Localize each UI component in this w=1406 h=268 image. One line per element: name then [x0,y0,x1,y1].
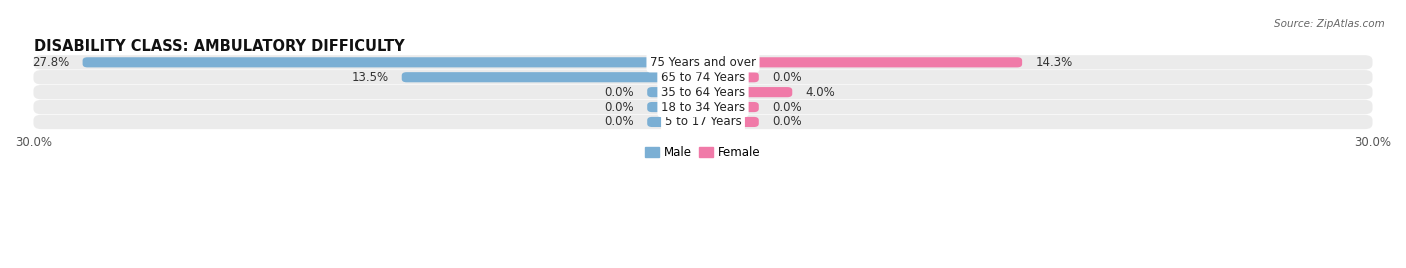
Text: 27.8%: 27.8% [32,56,69,69]
Text: 65 to 74 Years: 65 to 74 Years [661,71,745,84]
Text: 0.0%: 0.0% [772,116,801,128]
Text: 18 to 34 Years: 18 to 34 Years [661,100,745,114]
Text: 0.0%: 0.0% [772,100,801,114]
Text: 0.0%: 0.0% [605,86,634,99]
Text: DISABILITY CLASS: AMBULATORY DIFFICULTY: DISABILITY CLASS: AMBULATORY DIFFICULTY [34,39,404,54]
FancyBboxPatch shape [703,72,759,82]
Text: 35 to 64 Years: 35 to 64 Years [661,86,745,99]
FancyBboxPatch shape [34,85,1372,99]
Text: 0.0%: 0.0% [772,71,801,84]
FancyBboxPatch shape [703,57,1022,67]
FancyBboxPatch shape [647,117,703,127]
FancyBboxPatch shape [34,100,1372,114]
Text: 75 Years and over: 75 Years and over [650,56,756,69]
FancyBboxPatch shape [703,87,792,97]
FancyBboxPatch shape [647,87,703,97]
FancyBboxPatch shape [402,72,703,82]
FancyBboxPatch shape [703,117,759,127]
FancyBboxPatch shape [703,102,759,112]
FancyBboxPatch shape [83,57,703,67]
FancyBboxPatch shape [34,55,1372,69]
Text: Source: ZipAtlas.com: Source: ZipAtlas.com [1274,19,1385,29]
FancyBboxPatch shape [647,102,703,112]
Text: 14.3%: 14.3% [1035,56,1073,69]
Text: 5 to 17 Years: 5 to 17 Years [665,116,741,128]
Text: 4.0%: 4.0% [806,86,835,99]
FancyBboxPatch shape [34,70,1372,84]
Text: 13.5%: 13.5% [352,71,388,84]
Text: 0.0%: 0.0% [605,100,634,114]
Legend: Male, Female: Male, Female [641,141,765,164]
Text: 0.0%: 0.0% [605,116,634,128]
FancyBboxPatch shape [34,115,1372,129]
